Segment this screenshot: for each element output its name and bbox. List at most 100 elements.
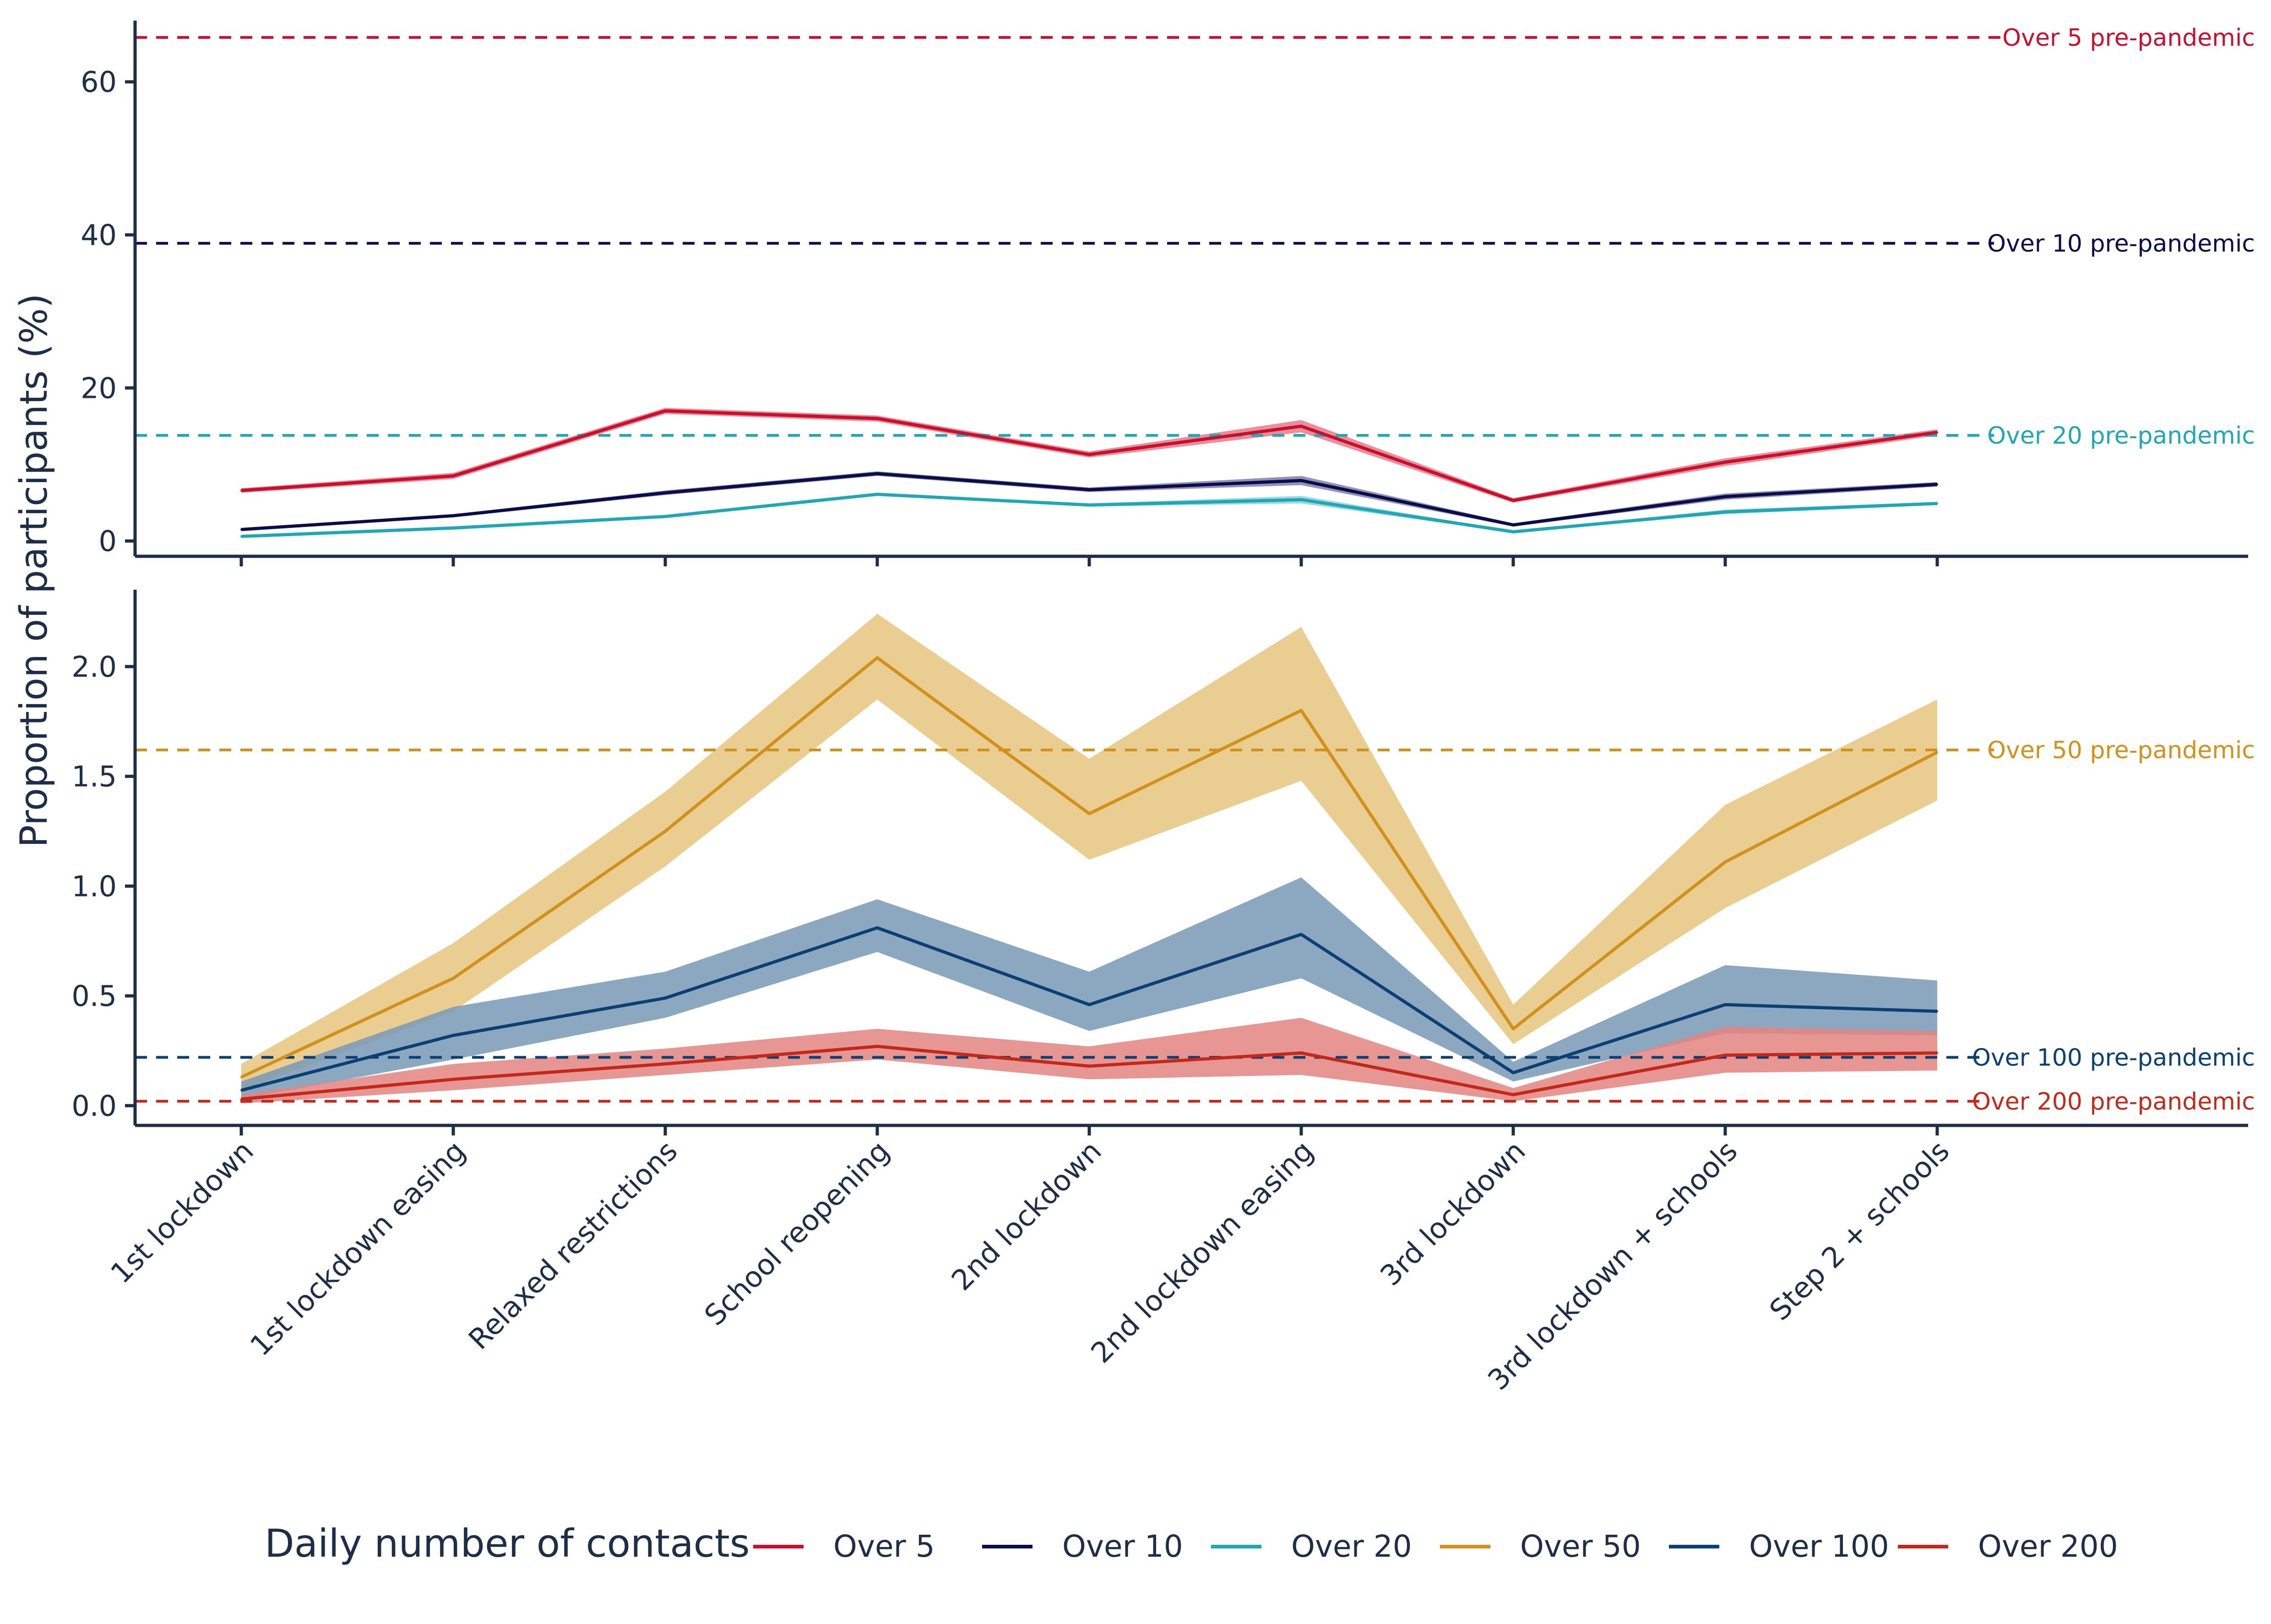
top-panel-point-over-20-7 [1724,511,1726,513]
bottom-panel-point-over-200-7 [1724,1054,1726,1056]
bottom-panel-point-over-50-7 [1724,861,1726,863]
top-panel-y-tick-label: 40 [81,218,117,252]
x-tick-label-1st-lockdown-easing: 1st lockdown easing [244,1134,472,1363]
legend-label-over-10: Over 10 [1062,1529,1183,1564]
bottom-panel-point-over-200-2 [664,1063,666,1065]
reference-lines-layer: Over 5 pre-pandemic Over 10 pre-pandemic O… [135,21,2260,1118]
top-panel-point-over-5-2 [664,410,666,412]
top-panel-point-over-20-5 [1300,499,1302,501]
top-panel-point-over-20-1 [452,527,454,529]
bottom-panel-point-over-50-4 [1088,813,1090,815]
legend-item-over-100: Over 100 [1669,1529,1889,1564]
reference-label-background [1982,1085,2260,1118]
y-axis-title: Proportion of participants (%) [12,293,56,847]
legend-item-over-5: Over 5 [753,1529,935,1564]
bottom-panel-point-over-200-4 [1088,1065,1090,1067]
legend-title: Daily number of contacts [265,1521,750,1566]
bottom-panel-point-over-100-0 [240,1089,242,1092]
legend-item-over-20: Over 20 [1211,1529,1412,1564]
x-tick-label-3rd-lockdown: 3rd lockdown [1374,1134,1532,1292]
legend-label-over-200: Over 200 [1978,1529,2118,1564]
bottom-panel-y-tick-label: 1.5 [71,760,117,793]
bottom-panel-point-over-50-6 [1512,1028,1514,1030]
top-panel-y-tick-label: 60 [81,65,117,99]
reference-label-background [1982,1041,2260,1074]
top-panel-point-over-10-8 [1936,483,1938,485]
bottom-panel-band-over-100 [241,877,1937,1099]
top-panel-point-over-10-0 [240,528,242,531]
bottom-panel-point-over-50-8 [1936,751,1938,753]
top-panel-point-over-10-4 [1088,489,1090,491]
top-panel-point-over-10-2 [664,492,666,494]
bottom-panel-point-over-50-5 [1300,709,1302,712]
x-tick-label-2nd-lockdown-easing: 2nd lockdown easing [1084,1134,1320,1369]
reference-label-background [2006,21,2260,54]
bottom-panel-band-over-50 [241,614,1937,1091]
legend-item-over-50: Over 50 [1440,1529,1641,1564]
bottom-panel-point-over-200-5 [1300,1052,1302,1054]
bottom-panel-point-over-100-4 [1088,1004,1090,1006]
top-panel-point-over-20-0 [240,535,242,538]
series-lines-layer [240,409,1938,1101]
bottom-panel-point-over-50-1 [452,977,454,979]
top-panel-point-over-20-3 [876,493,878,495]
top-panel-point-over-20-2 [664,516,666,518]
x-tick-label-relaxed-restrictions: Relaxed restrictions [462,1134,684,1356]
bottom-panel-point-over-200-3 [876,1045,878,1048]
bottom-panel-point-over-50-2 [664,830,666,832]
x-tick-label-step-2-schools: Step 2 + schools [1763,1134,1956,1327]
top-panel-point-over-5-6 [1512,500,1514,501]
x-tick-label-school-reopening: School reopening [698,1134,896,1332]
bottom-panel-point-over-50-0 [240,1076,242,1078]
legend-label-over-5: Over 5 [833,1529,935,1564]
top-panel-point-over-5-4 [1088,453,1090,456]
bottom-panel-band-over-200 [241,1018,1937,1103]
top-panel-y-tick-label: 20 [81,371,117,405]
top-panel-point-over-5-0 [240,489,242,492]
reference-label-over-200-pre-pandemic: Over 200 pre-pandemic [1972,1088,2255,1115]
bottom-panel-point-over-200-6 [1512,1093,1514,1096]
top-panel-point-over-5-1 [452,475,454,477]
top-panel-point-over-10-1 [452,515,454,517]
reference-label-over-20-pre-pandemic: Over 20 pre-pandemic [1987,422,2255,450]
bottom-panel-point-over-200-1 [452,1078,454,1081]
top-panel-point-over-20-8 [1936,502,1938,505]
top-panel-point-over-10-6 [1512,524,1514,526]
reference-label-over-5-pre-pandemic: Over 5 pre-pandemic [2002,24,2255,52]
legend: Daily number of contacts Over 5 Over 10 Ove… [265,1521,2118,1566]
top-panel-point-over-5-3 [876,418,878,420]
top-panel-point-over-20-6 [1512,531,1514,533]
bottom-panel-point-over-200-0 [240,1098,242,1100]
top-panel-point-over-20-4 [1088,504,1090,506]
bottom-panel-point-over-100-8 [1936,1010,1938,1012]
bottom-panel-point-over-100-1 [452,1034,454,1037]
legend-label-over-100: Over 100 [1749,1529,1889,1564]
bottom-panel-y-tick-label: 0.5 [71,979,117,1013]
bottom-panel-point-over-200-8 [1936,1052,1938,1054]
top-panel-point-over-10-7 [1724,495,1726,498]
top-panel-y-tick-label: 0 [99,525,117,558]
reference-label-over-10-pre-pandemic: Over 10 pre-pandemic [1987,230,2255,257]
bottom-panel-point-over-100-2 [664,997,666,999]
legend-item-over-200: Over 200 [1898,1529,2118,1564]
x-tick-label-3rd-lockdown-schools: 3rd lockdown + schools [1481,1134,1744,1396]
top-panel-point-over-5-5 [1300,425,1302,427]
legend-item-over-10: Over 10 [982,1529,1183,1564]
reference-label-background [1994,418,2260,452]
legend-label-over-50: Over 50 [1520,1529,1641,1564]
x-tick-label-2nd-lockdown: 2nd lockdown [945,1134,1108,1297]
bottom-panel-point-over-100-6 [1512,1071,1514,1074]
top-panel-line-over-5 [241,409,1938,502]
bottom-panel-y-tick-label: 2.0 [71,650,117,684]
bottom-panel-point-over-50-3 [876,657,878,659]
bottom-panel-y-tick-label: 0.0 [71,1089,117,1123]
reference-label-over-50-pre-pandemic: Over 50 pre-pandemic [1987,737,2255,764]
top-panel-point-over-5-7 [1724,461,1726,463]
top-panel-point-over-10-5 [1300,479,1302,482]
reference-label-background [1994,227,2260,260]
bottom-panel-point-over-100-7 [1724,1004,1726,1006]
legend-label-over-20: Over 20 [1291,1529,1412,1564]
reference-label-over-100-pre-pandemic: Over 100 pre-pandemic [1972,1044,2255,1071]
